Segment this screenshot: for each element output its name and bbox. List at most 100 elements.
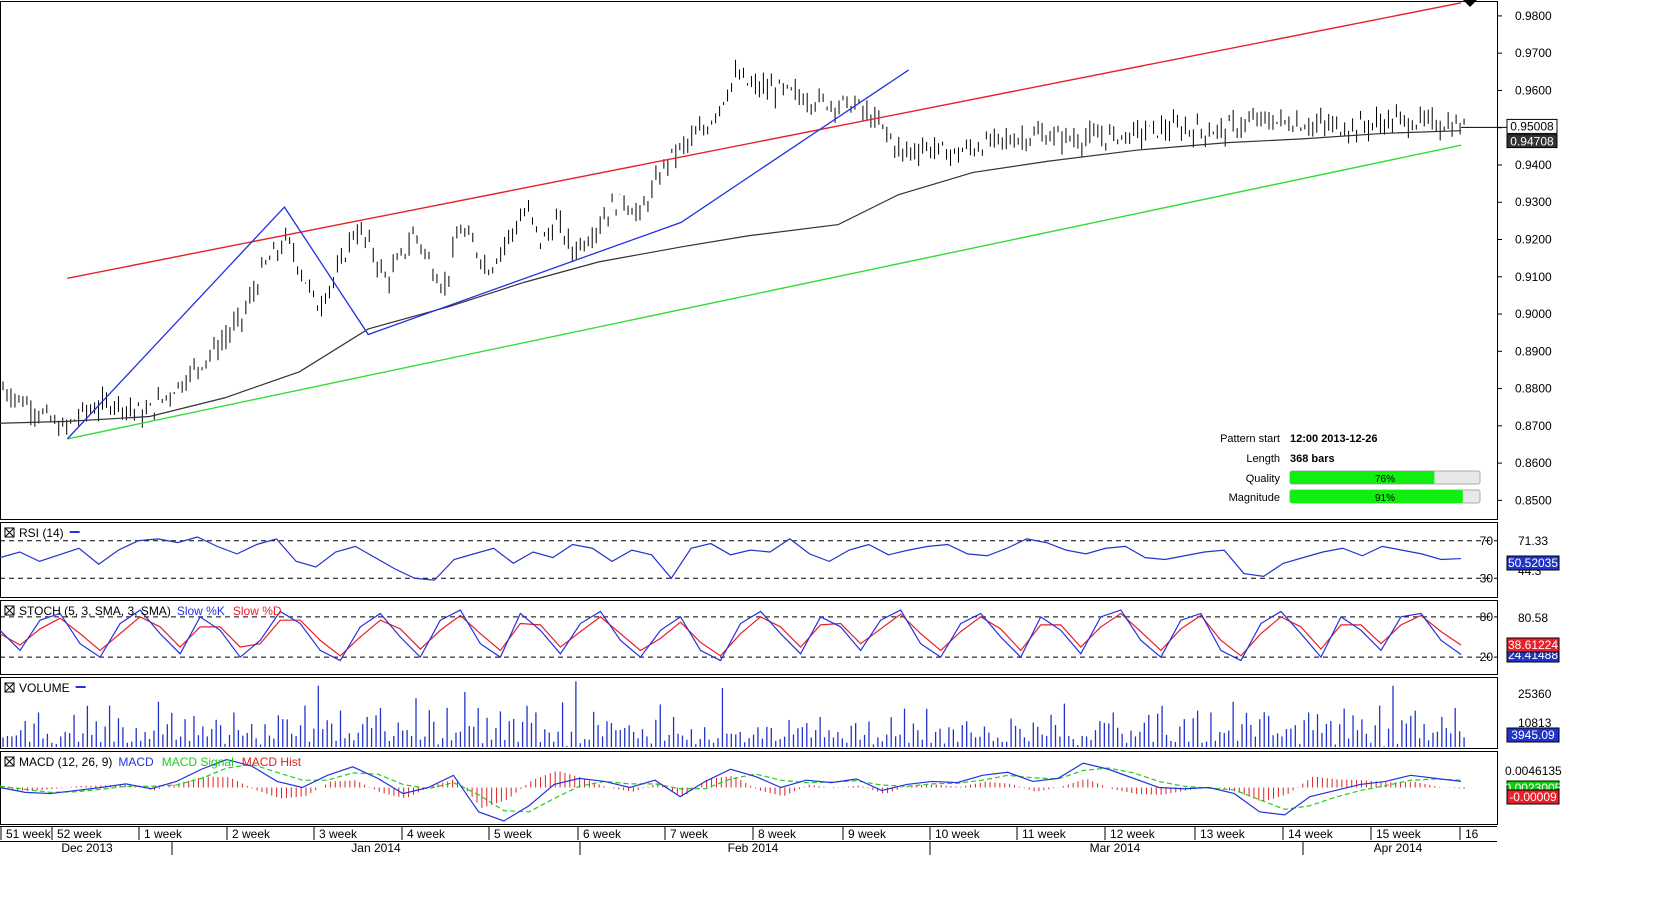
checkbox-x-mark xyxy=(4,605,15,616)
last-price-box xyxy=(1506,118,1558,134)
last-price-label: 0.95008 xyxy=(1510,119,1554,133)
week-label: 13 week xyxy=(1200,827,1246,841)
stoch-level-label: 20 xyxy=(1480,650,1494,664)
pattern-info-label: Magnitude xyxy=(1229,492,1280,504)
price-bars xyxy=(2,59,1465,436)
price-panel: 0.98000.97000.96000.95000.94000.93000.92… xyxy=(0,0,1558,507)
panel-title: MACD (12, 26, 9) xyxy=(19,755,112,769)
price-frame xyxy=(0,1,1498,520)
stoch-axis-value: 80.58 xyxy=(1518,611,1548,625)
price-tick-label: 0.9100 xyxy=(1515,270,1552,284)
legend-entry: MACD xyxy=(118,755,154,769)
rsi-last-box xyxy=(1506,555,1560,571)
second-price-box xyxy=(1506,134,1558,149)
week-label: 9 week xyxy=(848,827,887,841)
panel-title: VOLUME xyxy=(19,681,70,695)
volume-axis-value: 10813 xyxy=(1518,716,1552,730)
price-tick-label: 0.9600 xyxy=(1515,83,1552,97)
checkbox-x-mark xyxy=(4,682,15,693)
month-label: Dec 2013 xyxy=(61,841,113,855)
price-tick-label: 0.9000 xyxy=(1515,307,1552,321)
week-label: 5 week xyxy=(494,827,533,841)
week-label: 14 week xyxy=(1288,827,1334,841)
resistance-line xyxy=(67,2,1462,279)
macd-frame xyxy=(0,751,1498,825)
week-label: 7 week xyxy=(670,827,709,841)
moving-average-line xyxy=(0,130,1462,424)
rsi-line xyxy=(0,536,1462,581)
month-label: Mar 2014 xyxy=(1090,841,1141,855)
volume-last-label: 3945.09 xyxy=(1511,728,1555,742)
week-label: 8 week xyxy=(758,827,797,841)
price-tick-label: 0.9200 xyxy=(1515,233,1552,247)
progress-fill xyxy=(1290,471,1435,484)
macd-signal-last-label: -0.00009 xyxy=(1509,790,1557,804)
legend-entry: MACD Signal xyxy=(162,755,234,769)
macd-signal-line xyxy=(0,763,1462,813)
price-tick-label: 0.9400 xyxy=(1515,158,1552,172)
stoch-d-box xyxy=(1506,637,1560,653)
stoch-d-label: 38.61224 xyxy=(1508,638,1558,652)
price-tick-label: 0.9700 xyxy=(1515,46,1552,60)
rsi-level-label: 70 xyxy=(1480,534,1494,548)
price-tick-label: 0.8600 xyxy=(1515,456,1552,470)
stoch-level-label: 80 xyxy=(1480,610,1494,624)
week-label: 12 week xyxy=(1110,827,1156,841)
week-label: 2 week xyxy=(232,827,271,841)
week-label: 1 week xyxy=(144,827,183,841)
checkbox-x-mark xyxy=(4,756,15,767)
week-label: 11 week xyxy=(1022,827,1067,841)
month-label: Jan 2014 xyxy=(351,841,401,855)
progress-fill xyxy=(1290,490,1463,503)
pattern-info-label: Pattern start xyxy=(1220,433,1280,445)
week-label: 6 week xyxy=(583,827,622,841)
rsi-last-label: 50.52035 xyxy=(1508,556,1558,570)
panel-title: RSI (14) xyxy=(19,526,64,540)
rsi-frame xyxy=(0,522,1498,598)
price-tick-label: 0.8900 xyxy=(1515,344,1552,358)
week-label: 52 week xyxy=(57,827,103,841)
week-label: 4 week xyxy=(407,827,446,841)
price-tick-label: 0.8800 xyxy=(1515,382,1552,396)
price-tick-label: 0.9300 xyxy=(1515,195,1552,209)
legend-entry: Slow %K xyxy=(177,604,225,618)
legend-entry: Slow %D xyxy=(233,604,282,618)
legend-entry: MACD Hist xyxy=(242,755,302,769)
pattern-info-label: Quality xyxy=(1246,473,1281,485)
pattern-info-label: Length xyxy=(1246,453,1280,465)
rsi-level-label: 30 xyxy=(1480,571,1494,585)
stoch-frame xyxy=(0,600,1498,675)
panel-frames xyxy=(0,1,1498,827)
macd-signal-last-box xyxy=(1506,789,1560,805)
pattern-info-value: 368 bars xyxy=(1290,453,1335,465)
month-label: Apr 2014 xyxy=(1374,841,1423,855)
rsi-axis-value: 71.33 xyxy=(1518,534,1548,548)
macd-line xyxy=(0,758,1462,822)
slow-k-line xyxy=(0,609,1462,662)
support-line xyxy=(67,144,1462,440)
slow-d-line xyxy=(0,612,1462,657)
week-label: 10 week xyxy=(935,827,981,841)
progress-value: 76% xyxy=(1375,474,1395,485)
time-axis: 51 week 52 week 1 week 2 week 3 week 4 week 5 … xyxy=(0,826,1497,855)
volume-last-box xyxy=(1506,727,1560,743)
price-tick-label: 0.8500 xyxy=(1515,493,1552,507)
checkbox-x-mark xyxy=(4,527,15,538)
week-label: 51 week xyxy=(6,827,52,841)
progress-value: 91% xyxy=(1375,493,1395,504)
panel-title: STOCH (5, 3, SMA, 3, SMA) xyxy=(19,604,171,618)
volume-frame xyxy=(0,677,1498,749)
week-label: 16 xyxy=(1465,827,1479,841)
price-tick-label: 0.9800 xyxy=(1515,9,1552,23)
pattern-info-value: 12:00 2013-12-26 xyxy=(1290,433,1377,445)
month-label: Feb 2014 xyxy=(728,841,779,855)
price-tick-label: 0.8700 xyxy=(1515,419,1552,433)
week-label: 3 week xyxy=(319,827,358,841)
pattern-zigzag-line xyxy=(66,69,910,440)
